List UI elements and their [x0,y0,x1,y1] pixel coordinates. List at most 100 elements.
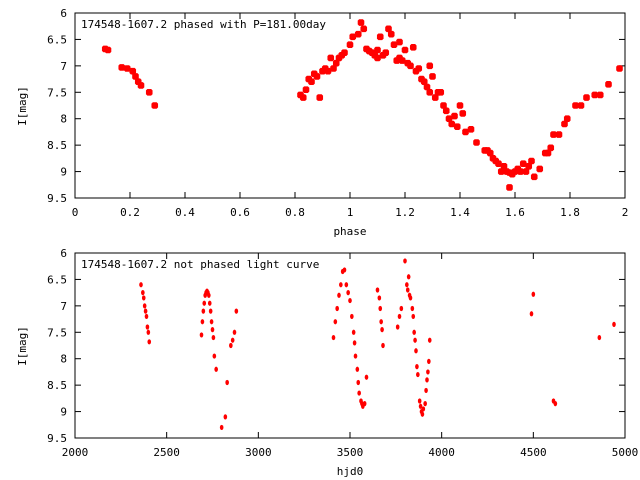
unphased-y-axis-label: I[mag] [16,326,29,366]
phased-data-point [401,46,409,54]
phased-x-tick-label: 0.6 [230,206,250,219]
unphased-data-point [381,342,385,349]
phased-data-point [528,157,535,165]
unphased-data-points [139,258,616,431]
phased-data-point [506,184,513,191]
unphased-data-point [348,297,352,304]
phased-data-point [330,65,337,72]
phased-x-axis: 0 0.2 0.4 0.6 0.8 1 1.2 1.4 1.6 1.8 2 [72,13,629,219]
unphased-data-point [427,358,431,364]
phased-x-tick-label: 0 [72,206,79,219]
phased-data-point [357,19,365,26]
phased-data-points [101,19,623,191]
phased-x-tick-label: 1.8 [560,206,580,219]
phased-data-point [577,102,585,109]
unphased-y-tick-label: 6.5 [47,273,67,286]
phased-data-point [324,67,332,75]
phased-data-point [605,81,612,88]
unphased-y-tick-label: 9 [60,406,67,419]
unphased-data-point [229,342,233,349]
unphased-y-tick-label: 8 [60,353,67,366]
phased-data-point [123,65,131,72]
phased-data-point [151,102,159,109]
unphased-data-point [421,406,426,412]
phased-data-point [583,94,590,101]
phased-data-point [132,73,139,80]
unphased-data-point [597,334,602,341]
unphased-data-point [141,295,146,301]
unphased-data-point [352,340,357,346]
unphased-data-point [146,329,151,335]
unphased-x-tick-label: 4500 [520,446,547,459]
phased-data-point [525,162,533,170]
phased-x-tick-label: 2 [622,206,629,219]
phased-data-point [316,94,324,101]
phased-y-tick-label: 8 [60,113,67,126]
phased-y-tick-label: 8.5 [47,139,67,152]
unphased-data-point [411,313,416,320]
unphased-plot-frame [74,252,626,439]
unphased-data-point [406,274,411,280]
phased-data-point [453,123,461,130]
phased-data-point [519,160,527,167]
phased-x-tick-label: 1.6 [505,206,525,219]
phased-data-point [563,115,571,123]
unphased-data-point [141,290,145,296]
phased-data-point [431,94,439,101]
unphased-data-point [426,369,430,375]
phased-data-point [517,168,524,175]
phased-data-point [561,120,568,128]
phased-data-point [616,65,623,72]
phased-data-point [390,41,398,49]
phased-data-point [530,173,538,181]
phased-data-point [398,57,406,64]
unphased-data-point [417,398,422,404]
phased-data-point [500,162,508,170]
unphased-data-point [331,334,336,341]
unphased-x-tick-label: 3000 [245,446,272,459]
phased-data-point [467,125,475,133]
phased-y-tick-label: 9.5 [47,192,67,205]
phased-data-point [385,25,392,33]
phased-x-tick-label: 0.2 [120,206,140,219]
phased-data-point [445,115,453,123]
unphased-y-tick-label: 6 [60,247,67,260]
phased-y-tick-label: 6 [60,7,67,20]
phased-data-point [448,120,456,128]
unphased-data-point [410,305,415,312]
unphased-data-point [344,282,349,288]
phased-data-point [555,131,563,138]
phased-data-point [429,73,436,80]
unphased-data-point [207,300,212,306]
unphased-data-point [209,319,214,325]
unphased-data-point [395,324,400,330]
unphased-data-point [353,353,358,359]
unphased-data-point [379,319,383,325]
phased-data-point [409,44,417,51]
phased-x-axis-label: phase [333,225,366,238]
unphased-data-point [413,337,417,343]
phased-y-axis-label: I[mag] [16,86,29,126]
phased-data-point [495,160,502,167]
phased-data-point [407,62,414,70]
unphased-data-point [212,353,217,359]
unphased-data-point [425,377,429,383]
phased-data-point [544,149,552,157]
unphased-data-point [201,308,206,314]
phased-data-point [346,41,354,49]
unphased-y-tick-label: 7 [60,300,67,313]
unphased-data-point [139,282,143,288]
phased-y-tick-label: 6.5 [47,33,67,46]
unphased-y-tick-label: 8.5 [47,379,67,392]
unphased-data-point [225,379,229,386]
unphased-data-point [214,366,218,372]
unphased-x-tick-label: 4000 [428,446,455,459]
phased-data-point [376,33,384,41]
unphased-data-point [375,287,380,293]
phased-y-tick-label: 7.5 [47,86,67,99]
unphased-data-point [424,387,428,394]
unphased-data-point [335,305,339,312]
phased-y-tick-label: 9 [60,166,67,179]
unphased-data-point [147,339,152,345]
